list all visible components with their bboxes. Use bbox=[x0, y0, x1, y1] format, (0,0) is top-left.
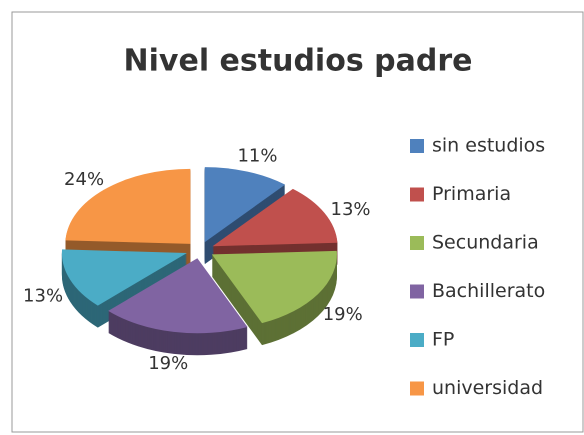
legend-swatch bbox=[410, 139, 424, 153]
legend-label: FP bbox=[432, 329, 454, 351]
legend-swatch bbox=[410, 284, 424, 299]
legend-swatch bbox=[410, 187, 424, 202]
slice-top bbox=[204, 167, 286, 243]
slice-top bbox=[212, 188, 338, 247]
legend-swatch bbox=[410, 236, 424, 250]
data-label: 19% bbox=[323, 304, 363, 325]
legend-label: Secundaria bbox=[432, 232, 539, 254]
data-label: 11% bbox=[237, 146, 277, 167]
legend-label: Bachillerato bbox=[432, 280, 545, 302]
legend-label: Primaria bbox=[432, 183, 511, 205]
legend-label: sin estudios bbox=[432, 135, 545, 157]
slice-top bbox=[65, 168, 191, 244]
pie-slice bbox=[65, 168, 191, 266]
legend-swatch bbox=[410, 333, 424, 347]
data-label: 13% bbox=[23, 286, 63, 307]
pie-slice bbox=[211, 250, 337, 346]
slice-top bbox=[211, 250, 337, 324]
legend-label: universidad bbox=[432, 377, 543, 399]
data-label: 19% bbox=[148, 353, 188, 374]
pie-slice bbox=[108, 258, 248, 356]
chart-title: Nivel estudios padre bbox=[124, 44, 473, 79]
pie-slice bbox=[61, 249, 187, 328]
slice-top bbox=[61, 249, 187, 306]
legend-swatch bbox=[410, 381, 424, 396]
slice-top bbox=[108, 258, 248, 334]
data-label: 13% bbox=[331, 199, 371, 220]
data-label: 24% bbox=[64, 169, 104, 190]
